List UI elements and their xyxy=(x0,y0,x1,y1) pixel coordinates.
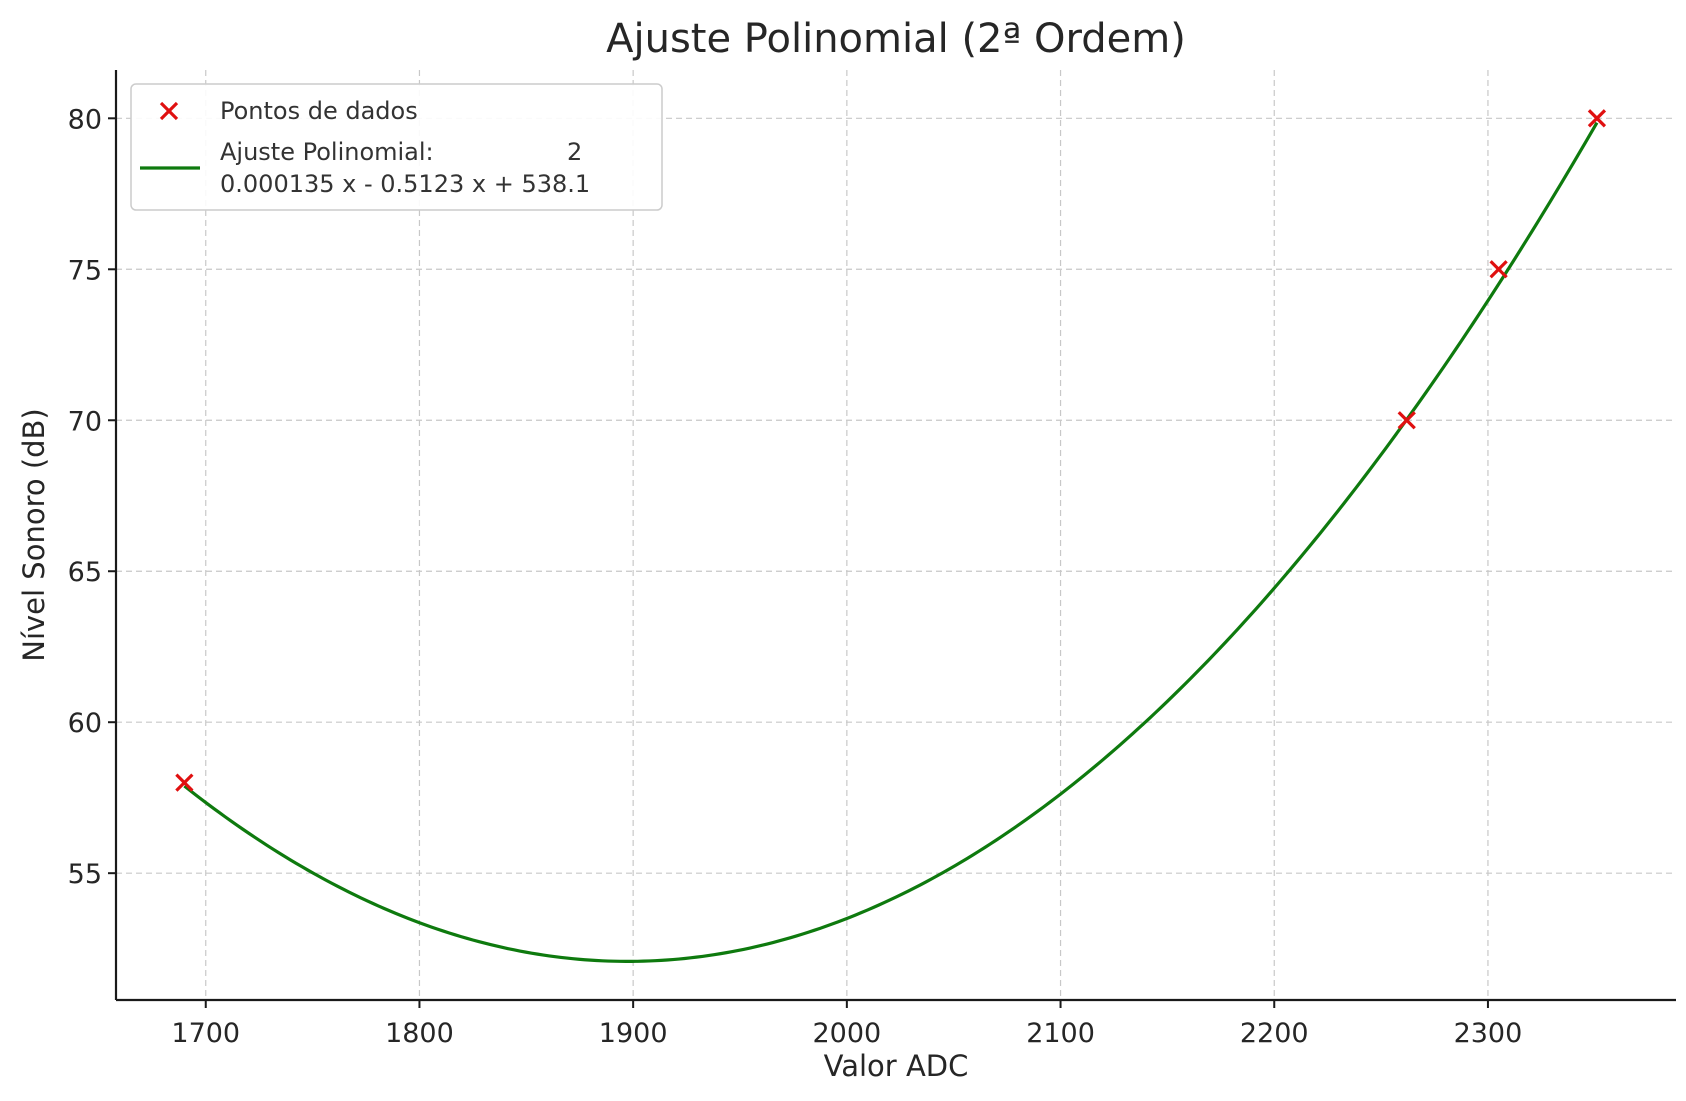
ticks: 1700 1800 1900 2000 2100 2200 2300 55 60 65 70 75 80 xyxy=(68,104,1523,1049)
legend-box xyxy=(130,83,663,211)
legend-label-fit-exponent: 2 xyxy=(567,138,582,166)
data-points-layer xyxy=(175,109,1607,792)
legend-label-fit-equation: 0.000135 x - 0.5123 x + 538.1 xyxy=(220,170,590,198)
legend-marker-stroke xyxy=(159,101,179,121)
y-tick-label: 80 xyxy=(68,104,102,135)
data-point xyxy=(175,773,194,792)
data-point xyxy=(1397,411,1416,430)
x-tick-label: 2300 xyxy=(1454,1018,1523,1049)
chart-title: Ajuste Polinomial (2ª Ordem) xyxy=(606,16,1186,62)
data-point-stroke xyxy=(1397,411,1416,430)
data-point xyxy=(1587,109,1607,128)
y-tick-label: 60 xyxy=(68,708,102,739)
y-tick-label: 65 xyxy=(68,557,102,588)
x-tick-label: 2200 xyxy=(1240,1018,1309,1049)
x-tick-label: 1800 xyxy=(385,1018,454,1049)
grid xyxy=(116,70,1676,1000)
x-tick-label: 1900 xyxy=(599,1018,668,1049)
legend-label-fit-title: Ajuste Polinomial: xyxy=(220,138,434,166)
data-point-stroke xyxy=(1587,109,1607,128)
y-axis-label: Nível Sonoro (dB) xyxy=(17,408,51,661)
fit-curve-line xyxy=(183,121,1599,963)
fit-line-layer xyxy=(183,121,1599,963)
x-tick-label: 2100 xyxy=(1026,1018,1095,1049)
x-axis-label: Valor ADC xyxy=(824,1049,969,1083)
data-point-stroke xyxy=(1489,260,1508,279)
data-point xyxy=(1489,260,1508,279)
x-tick-label: 2000 xyxy=(812,1018,881,1049)
legend-label-data-points: Pontos de dados xyxy=(220,97,418,125)
legend: Pontos de dados Ajuste Polinomial: 2 0.0… xyxy=(130,83,663,211)
x-tick-label: 1700 xyxy=(171,1018,240,1049)
y-tick-label: 75 xyxy=(68,255,102,286)
y-tick-label: 70 xyxy=(68,406,102,437)
y-tick-label: 55 xyxy=(68,859,102,890)
data-point-stroke xyxy=(175,773,194,792)
axes xyxy=(114,70,1676,1002)
legend-marker-x-icon xyxy=(159,101,179,121)
